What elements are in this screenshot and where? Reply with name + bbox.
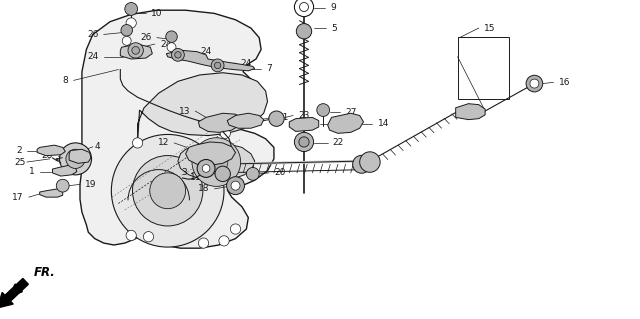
Circle shape bbox=[526, 75, 543, 92]
Circle shape bbox=[231, 181, 240, 190]
Circle shape bbox=[128, 43, 143, 58]
Circle shape bbox=[220, 128, 230, 138]
Circle shape bbox=[215, 166, 230, 182]
Text: 17: 17 bbox=[12, 193, 24, 202]
Text: 25: 25 bbox=[14, 158, 26, 167]
Circle shape bbox=[126, 230, 136, 241]
Text: 24: 24 bbox=[241, 59, 252, 68]
Circle shape bbox=[300, 3, 308, 11]
Circle shape bbox=[167, 43, 176, 52]
Circle shape bbox=[111, 134, 224, 247]
Circle shape bbox=[125, 3, 138, 15]
Polygon shape bbox=[227, 113, 264, 128]
Text: 21: 21 bbox=[277, 113, 289, 122]
Text: 3: 3 bbox=[181, 168, 187, 177]
Polygon shape bbox=[456, 104, 485, 120]
Text: 10: 10 bbox=[151, 9, 163, 18]
Circle shape bbox=[122, 36, 131, 45]
Polygon shape bbox=[328, 113, 364, 133]
Text: 4: 4 bbox=[94, 142, 100, 151]
Circle shape bbox=[299, 137, 309, 147]
Circle shape bbox=[197, 160, 215, 177]
Polygon shape bbox=[186, 142, 236, 165]
Text: 24: 24 bbox=[87, 52, 99, 61]
Polygon shape bbox=[289, 117, 319, 131]
Text: 27: 27 bbox=[346, 108, 357, 117]
Polygon shape bbox=[178, 143, 255, 181]
Text: 28: 28 bbox=[41, 151, 52, 160]
Circle shape bbox=[317, 104, 330, 116]
Circle shape bbox=[150, 173, 186, 209]
Circle shape bbox=[294, 132, 314, 152]
Text: 14: 14 bbox=[378, 119, 389, 128]
Text: 11: 11 bbox=[189, 173, 201, 182]
Circle shape bbox=[166, 31, 177, 42]
Circle shape bbox=[132, 156, 203, 226]
Circle shape bbox=[205, 151, 228, 174]
Text: 8: 8 bbox=[63, 76, 68, 85]
Circle shape bbox=[56, 179, 69, 192]
Circle shape bbox=[296, 24, 312, 39]
Bar bbox=[458, 37, 509, 99]
Polygon shape bbox=[80, 10, 274, 248]
Circle shape bbox=[360, 152, 380, 172]
Circle shape bbox=[219, 236, 229, 246]
Text: FR.: FR. bbox=[34, 266, 55, 279]
Circle shape bbox=[353, 155, 371, 173]
Text: 13: 13 bbox=[179, 107, 190, 115]
Circle shape bbox=[230, 224, 241, 234]
Circle shape bbox=[192, 138, 241, 186]
Circle shape bbox=[66, 149, 85, 168]
Circle shape bbox=[198, 238, 209, 248]
Circle shape bbox=[294, 0, 314, 17]
Circle shape bbox=[214, 62, 221, 69]
Polygon shape bbox=[69, 149, 91, 163]
Text: 9: 9 bbox=[330, 4, 336, 12]
Circle shape bbox=[269, 111, 284, 126]
Circle shape bbox=[132, 138, 143, 148]
Text: 24: 24 bbox=[200, 47, 212, 56]
Circle shape bbox=[143, 232, 154, 242]
Text: 26: 26 bbox=[140, 33, 152, 42]
Text: 5: 5 bbox=[332, 24, 337, 33]
FancyArrow shape bbox=[0, 278, 28, 308]
Polygon shape bbox=[198, 113, 242, 132]
Circle shape bbox=[121, 25, 132, 36]
Text: 15: 15 bbox=[484, 24, 495, 33]
Polygon shape bbox=[40, 189, 63, 197]
Circle shape bbox=[227, 177, 244, 195]
Text: 24: 24 bbox=[160, 40, 172, 48]
Text: 6: 6 bbox=[339, 119, 345, 128]
Circle shape bbox=[530, 79, 539, 88]
Circle shape bbox=[126, 18, 136, 28]
Circle shape bbox=[175, 52, 181, 58]
Circle shape bbox=[202, 165, 210, 172]
Text: 20: 20 bbox=[274, 168, 285, 177]
Text: 1: 1 bbox=[29, 167, 35, 176]
Polygon shape bbox=[120, 44, 152, 59]
Text: 22: 22 bbox=[333, 138, 344, 147]
Polygon shape bbox=[138, 73, 268, 143]
Polygon shape bbox=[166, 50, 255, 71]
Text: 18: 18 bbox=[198, 184, 209, 193]
Text: 16: 16 bbox=[559, 78, 570, 87]
Text: 12: 12 bbox=[157, 138, 169, 147]
Circle shape bbox=[60, 143, 92, 175]
Polygon shape bbox=[37, 145, 65, 156]
Text: 2: 2 bbox=[16, 146, 22, 155]
Polygon shape bbox=[52, 165, 77, 176]
Circle shape bbox=[132, 47, 140, 54]
Text: 7: 7 bbox=[266, 64, 272, 73]
Circle shape bbox=[172, 48, 184, 61]
Circle shape bbox=[211, 59, 224, 72]
Text: 26: 26 bbox=[87, 30, 99, 39]
Text: 19: 19 bbox=[85, 180, 97, 189]
Circle shape bbox=[246, 167, 259, 180]
Text: 23: 23 bbox=[298, 111, 310, 120]
